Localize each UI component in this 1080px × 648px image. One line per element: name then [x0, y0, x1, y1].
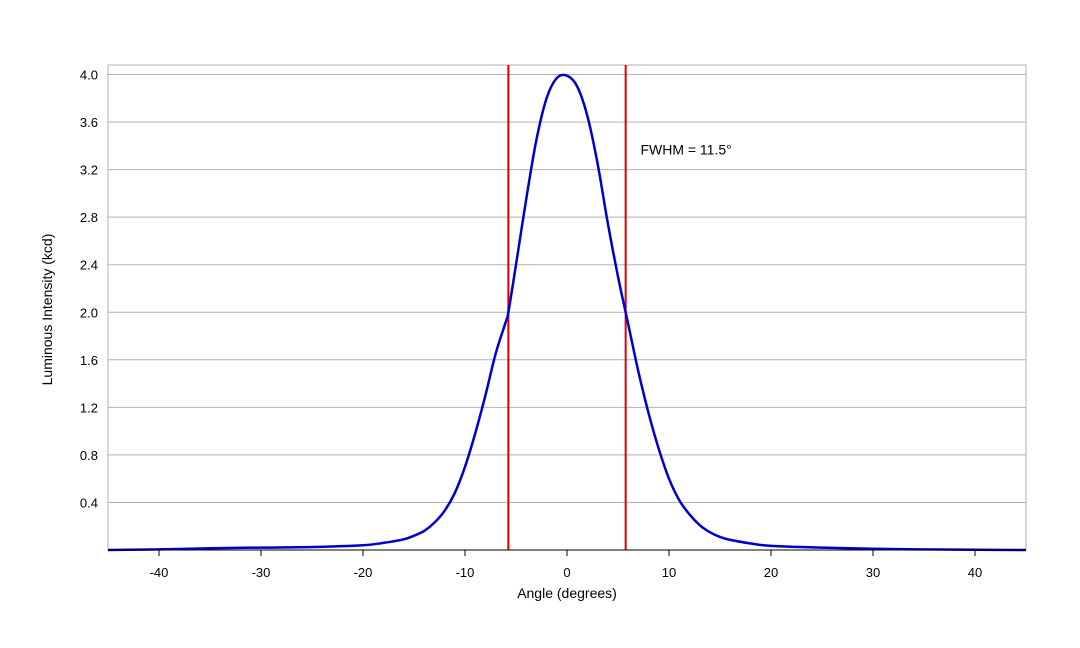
- y-axis-title: Luminous Intensity (kcd): [39, 234, 55, 386]
- y-tick-label-9: 4.0: [80, 68, 98, 83]
- y-tick-label-6: 2.8: [80, 210, 98, 225]
- x-axis-title: Angle (degrees): [517, 585, 617, 601]
- x-tick-label-5: 10: [662, 565, 676, 580]
- y-tick-label-4: 2.0: [80, 305, 98, 320]
- x-tick-label-1: -30: [252, 565, 271, 580]
- series-layer: [107, 73, 1027, 552]
- y-tick-label-7: 3.2: [80, 163, 98, 178]
- y-tick-label-3: 1.6: [80, 353, 98, 368]
- y-tick-label-2: 1.2: [80, 400, 98, 415]
- x-tick-label-7: 30: [866, 565, 880, 580]
- y-tick-label-1: 0.8: [80, 448, 98, 463]
- x-tick-label-8: 40: [968, 565, 982, 580]
- plot-frame: [107, 64, 1027, 551]
- y-tick-label-5: 2.4: [80, 258, 98, 273]
- x-tick-label-2: -20: [354, 565, 373, 580]
- x-tick-label-0: -40: [150, 565, 169, 580]
- x-tick-label-3: -10: [456, 565, 475, 580]
- y-tick-label-0: 0.4: [80, 495, 98, 510]
- x-axis-ticks: -40 -30 -20 -10 0 10 20 30 40: [150, 550, 982, 580]
- series-line-0: [107, 73, 1027, 552]
- fwhm-annotation: FWHM = 11.5°: [640, 141, 731, 157]
- x-tick-label-6: 20: [764, 565, 778, 580]
- fwhm-markers: [507, 65, 627, 550]
- y-axis-ticks: 0.4 0.8 1.2 1.6 2.0 2.4 2.8 3.2 3.6 4.0: [80, 68, 98, 511]
- grid-lines: [108, 74, 1026, 503]
- annotations: FWHM = 11.5°: [640, 141, 731, 157]
- x-tick-label-4: 0: [563, 565, 570, 580]
- y-tick-label-8: 3.6: [80, 115, 98, 130]
